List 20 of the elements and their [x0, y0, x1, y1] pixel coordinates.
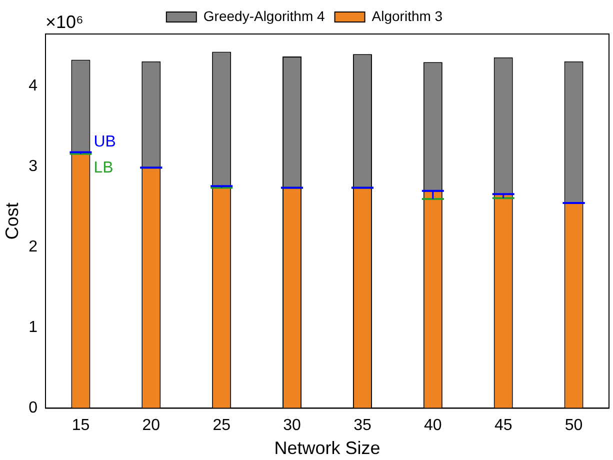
text: ×10⁶	[46, 12, 84, 32]
x-tick-label: 40	[424, 417, 442, 434]
x-tick-label: 35	[354, 417, 372, 434]
annotation: UB	[94, 134, 116, 151]
x-tick-label: 20	[142, 417, 160, 434]
y-tick-label: 0	[28, 400, 38, 417]
x-axis-title: Network Size	[274, 438, 380, 458]
x-tick-label: 15	[72, 417, 90, 434]
annotation: LB	[94, 159, 114, 176]
y-tick-label: 2	[28, 238, 38, 256]
x-tick-label: 45	[494, 417, 512, 434]
x-tick-label: 25	[212, 417, 231, 434]
y-tick-label: 3	[28, 158, 38, 176]
y-tick-label: 4	[28, 78, 38, 95]
legend-label: Algorithm 3	[372, 8, 443, 24]
x-tick-label: 50	[564, 417, 583, 434]
x-tick-label: 30	[283, 417, 302, 434]
y-axis-title: Cost	[2, 202, 22, 240]
legend-label: Greedy-Algorithm 4	[203, 8, 325, 24]
y-tick-label: 1	[28, 319, 38, 336]
